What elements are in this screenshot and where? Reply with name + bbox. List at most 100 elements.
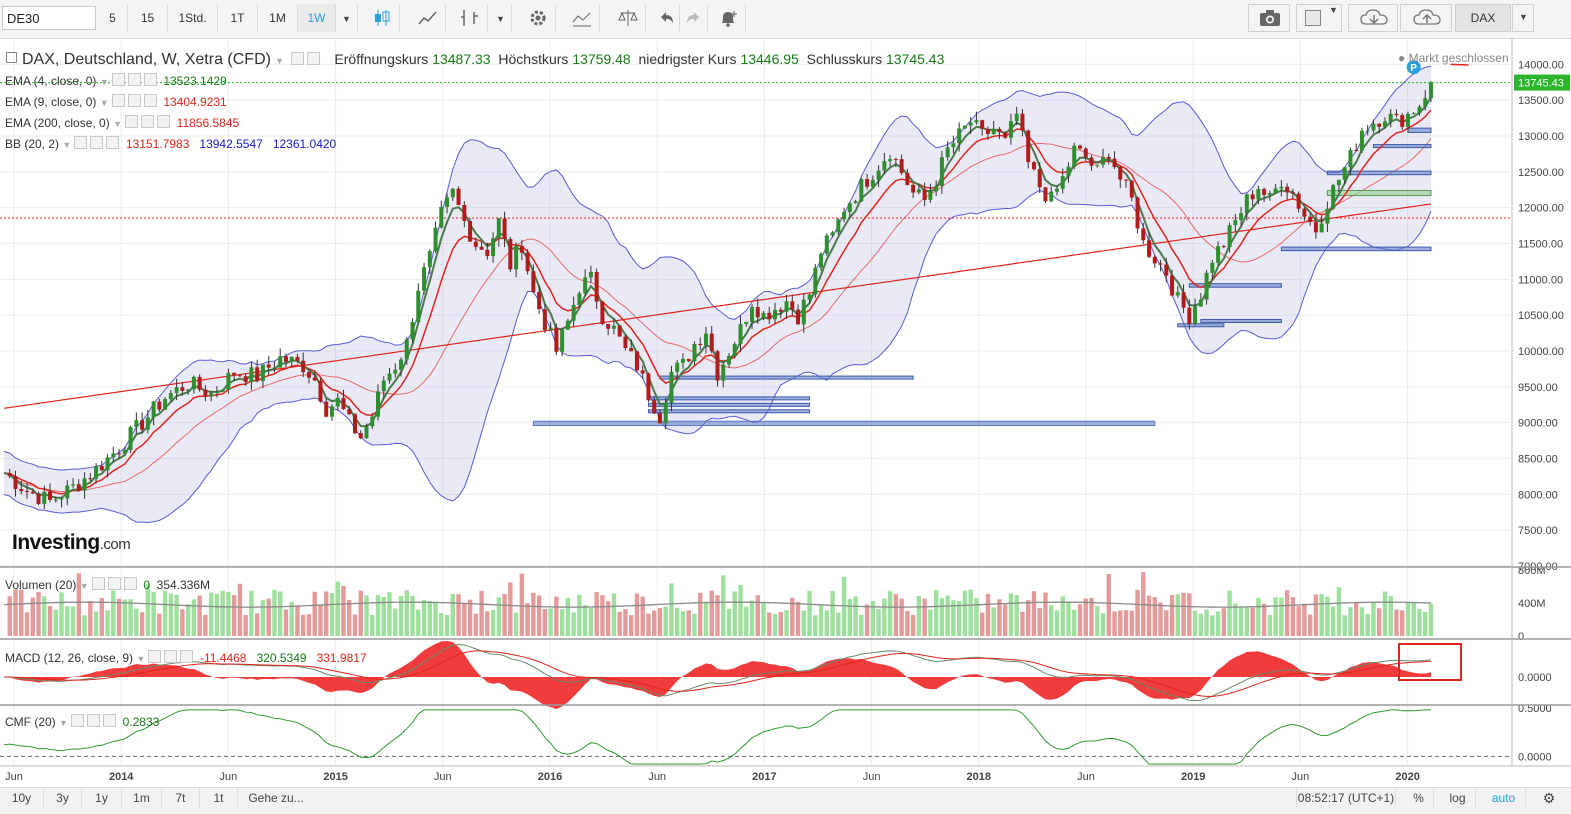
interval-1h[interactable]: 1Std. (168, 4, 218, 32)
range-1m[interactable]: 1m (122, 788, 162, 808)
gear-icon[interactable] (107, 577, 121, 590)
interval-15[interactable]: 15 (128, 4, 168, 32)
exchange-select[interactable]: DAX (1455, 4, 1511, 32)
volume-bar (663, 606, 668, 636)
range-7t[interactable]: 7t (162, 788, 200, 808)
candle-body (652, 400, 657, 414)
chevron-down-icon[interactable]: ▼ (99, 77, 109, 87)
close-icon[interactable] (106, 136, 120, 149)
chevron-down-icon[interactable]: ▼ (59, 718, 68, 728)
range-1y[interactable]: 1y (82, 788, 122, 808)
chevron-down-icon[interactable]: ▼ (79, 581, 89, 591)
gear-icon[interactable] (90, 136, 104, 149)
price-chart[interactable]: P 14000.00 13500.00 13000.00 12500.00 12000.… (0, 38, 1571, 787)
visibility-icon[interactable] (70, 714, 84, 727)
load-cloud-button[interactable] (1348, 4, 1398, 32)
volume-bar (1083, 598, 1088, 636)
exchange-dropdown[interactable]: ▼ (1512, 4, 1534, 32)
chevron-down-icon[interactable]: ▼ (62, 140, 72, 150)
save-cloud-button[interactable] (1400, 4, 1452, 32)
interval-5[interactable]: 5 (98, 4, 128, 32)
volume-bar (427, 600, 432, 636)
candles-button[interactable] (364, 4, 400, 32)
volume-bar (1037, 607, 1042, 636)
candle-body (1342, 167, 1347, 180)
range-10y[interactable]: 10y (0, 788, 44, 808)
gear-icon[interactable] (86, 714, 100, 727)
candle-body (974, 120, 979, 123)
gear-icon[interactable] (164, 650, 178, 663)
chevron-down-icon[interactable]: ▼ (136, 654, 146, 664)
cmf-axis-label: 0.5000 (1518, 703, 1552, 715)
visibility-icon[interactable] (111, 94, 125, 107)
candle-body (278, 356, 283, 368)
volume-bar (991, 607, 996, 636)
volume-bar (295, 606, 300, 636)
range-3y[interactable]: 3y (44, 788, 82, 808)
percent-toggle[interactable]: % (1404, 788, 1434, 808)
undo-button[interactable] (652, 4, 680, 32)
close-icon[interactable] (180, 650, 194, 663)
candle-body (807, 294, 812, 300)
volume-bar (272, 589, 277, 636)
candle-body (1233, 220, 1238, 226)
candle-body (422, 267, 427, 291)
goto-date-button[interactable]: Gehe zu... (248, 791, 304, 805)
visibility-icon[interactable] (148, 650, 162, 663)
candle-body (1175, 292, 1180, 296)
close-icon[interactable] (143, 94, 157, 107)
close-icon[interactable] (143, 73, 157, 86)
visibility-icon[interactable] (74, 136, 88, 149)
volume-bar (347, 600, 352, 636)
chevron-down-icon[interactable]: ▼ (275, 56, 285, 66)
range-1t[interactable]: 1t (200, 788, 238, 808)
line-chart-button[interactable] (410, 4, 446, 32)
volume-bar (899, 598, 904, 636)
visibility-icon[interactable] (111, 73, 125, 86)
candle-body (951, 143, 956, 148)
studies-button[interactable] (564, 4, 600, 32)
volume-bar (548, 608, 553, 636)
template-button[interactable]: ▼ (1296, 4, 1342, 32)
symbol-input[interactable]: DE30 (2, 6, 96, 30)
chevron-down-icon[interactable]: ▼ (113, 119, 122, 129)
candle-body (352, 414, 357, 434)
gear-icon[interactable] (307, 52, 321, 65)
candle-body (243, 376, 248, 383)
settings-icon[interactable] (291, 52, 305, 65)
alert-button[interactable] (710, 4, 746, 32)
interval-dropdown[interactable]: ▼ (336, 4, 358, 32)
chevron-down-icon[interactable]: ▼ (99, 98, 109, 108)
y-tick-label: 14000.00 (1518, 59, 1564, 71)
visibility-icon[interactable] (91, 577, 105, 590)
interval-1m[interactable]: 1M (258, 4, 298, 32)
visibility-icon[interactable] (124, 115, 138, 128)
volume-bar (1307, 614, 1313, 636)
chart-type-dropdown[interactable]: ▼ (490, 4, 512, 32)
chart-settings-button[interactable]: ⚙ (1534, 788, 1564, 808)
interval-1w[interactable]: 1W (298, 4, 336, 32)
close-icon[interactable] (102, 714, 116, 727)
compare-button[interactable] (610, 4, 646, 32)
candle-body (1106, 156, 1111, 159)
screenshot-button[interactable] (1248, 4, 1290, 32)
log-toggle[interactable]: log (1440, 788, 1476, 808)
candle-body (376, 391, 381, 417)
cmf-label: CMF (20) (5, 715, 56, 729)
close-icon[interactable] (156, 115, 170, 128)
auto-toggle[interactable]: auto (1482, 788, 1526, 808)
gear-icon[interactable] (127, 94, 141, 107)
volume-bar (715, 595, 720, 636)
candle-body (1026, 130, 1031, 163)
indicators-button[interactable] (452, 4, 488, 32)
redo-button[interactable] (680, 4, 708, 32)
interval-1d[interactable]: 1T (218, 4, 258, 32)
gear-icon[interactable] (127, 73, 141, 86)
settings-button[interactable] (520, 4, 556, 32)
gear-icon[interactable] (140, 115, 154, 128)
collapse-icon[interactable] (6, 52, 17, 63)
close-icon[interactable] (123, 577, 137, 590)
volume-bar (853, 596, 858, 636)
volume-bar (485, 611, 490, 636)
candle-body (565, 320, 570, 330)
